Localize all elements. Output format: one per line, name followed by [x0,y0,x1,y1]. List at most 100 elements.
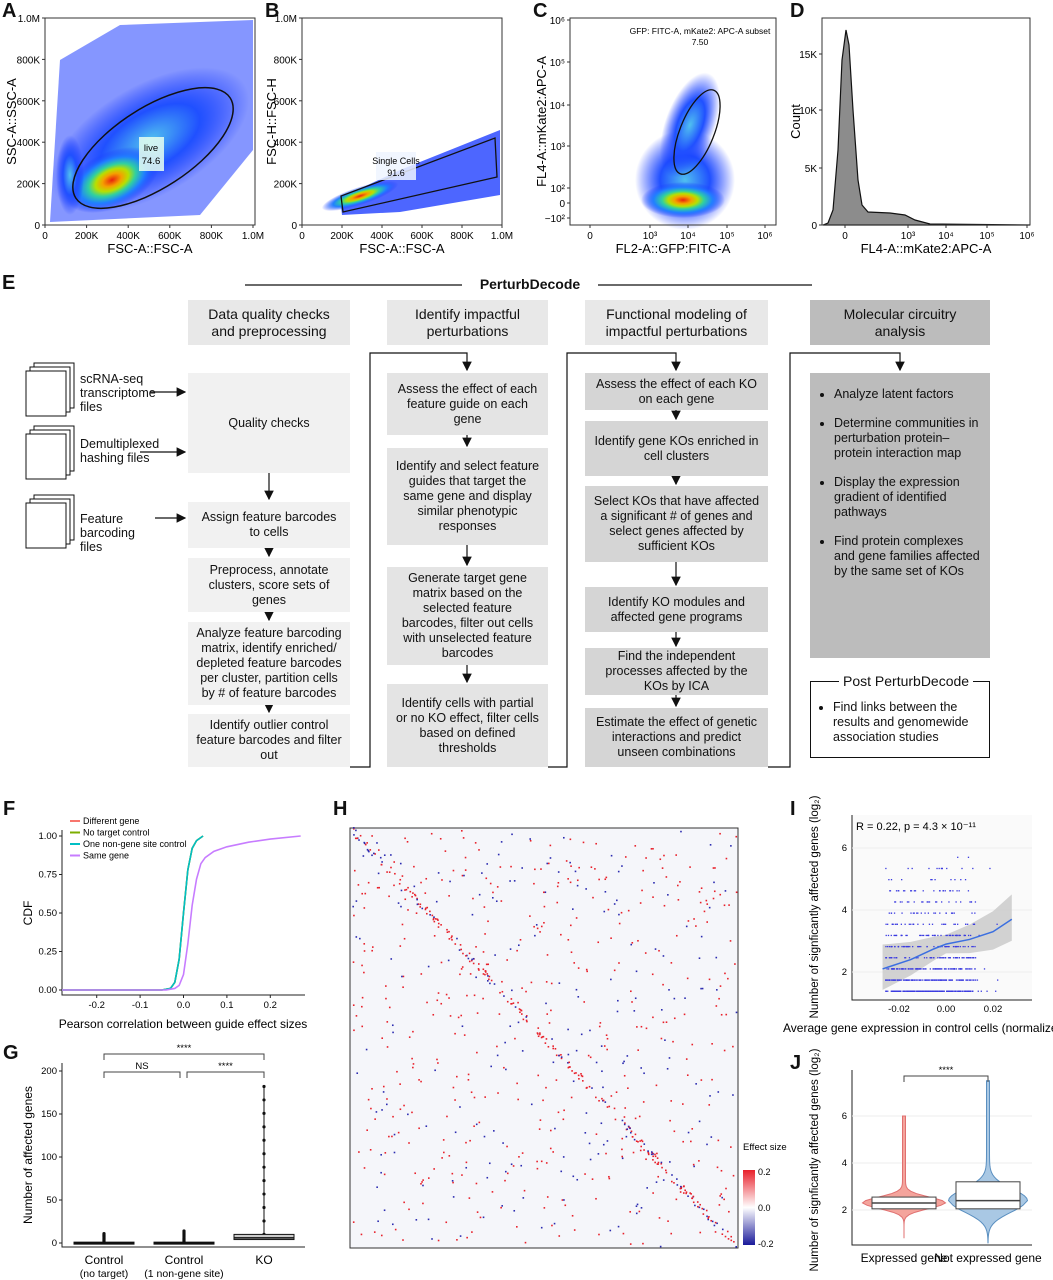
x-tick-label: 400K [370,231,394,242]
y-axis-label: Number of signficantly affected genes (l… [809,795,821,1018]
heatmap-cell [716,1222,718,1225]
heatmap-cell [463,1034,466,1036]
density-core [321,180,399,212]
heatmap-cell [549,1147,552,1150]
heatmap-cell [545,1162,548,1164]
heatmap-cell [427,965,430,968]
analysis-item: Find protein complexes and gene families… [834,534,983,579]
scatter-point [931,923,934,925]
mkate2-gate[interactable] [664,84,729,180]
heatmap-cell [710,1136,713,1138]
heatmap-cell [401,875,404,877]
heatmap-cell [662,1179,665,1181]
heatmap-cell [698,1206,701,1209]
heatmap-cell [459,944,462,946]
scatter-point [942,890,944,892]
heatmap-cell [647,1153,650,1156]
scatter-point [924,912,926,914]
heatmap-cell [536,1167,539,1170]
heatmap-cell [461,966,464,968]
heatmap-cell [479,1216,482,1219]
live-gate[interactable] [54,64,252,231]
heatmap-cell [570,1096,573,1099]
heatmap-cell [557,871,560,873]
scatter-point [895,957,897,959]
heatmap-cell [441,1157,443,1159]
heatmap-cell [543,1207,546,1209]
heatmap-cell [686,1074,689,1076]
plot-frame [821,17,1031,226]
heatmap-cell [501,1205,504,1207]
outlier-point [262,1205,266,1210]
scatter-point [894,934,896,937]
heatmap-cell [603,910,606,913]
scatter-point [892,979,894,981]
heatmap-cell [643,1072,645,1075]
heatmap-cell [485,877,488,880]
heatmap-cell [424,907,427,910]
heatmap-cell [676,884,679,887]
gate-name: GFP: FITC-A, mKate2: APC-A subset [630,26,771,36]
heatmap-cell [634,997,637,1000]
heatmap-cell [685,1191,688,1193]
scatter-point [941,979,944,981]
heatmap-cell [467,1073,470,1076]
scatter-point [926,945,928,948]
x-tick-label: 0 [842,231,848,242]
heatmap-cell [547,862,550,865]
scatter-point [955,945,957,948]
scatter-point [890,957,893,959]
heatmap-cell [367,1098,370,1101]
scatter-point [913,901,915,903]
x-tick-label: -0.1 [132,1000,148,1011]
scatter-point [908,990,910,992]
scatter-point [910,890,912,892]
heatmap-cell [560,1053,562,1056]
heatmap-cell [476,1051,478,1054]
heatmap-cell [629,1127,631,1130]
heatmap-cell [569,881,572,884]
gate-value: 91.6 [387,168,405,178]
heatmap-cell [718,1204,721,1206]
heatmap-cell [545,981,548,983]
y-tick-label: 800K [274,55,298,66]
scatter-point [900,968,902,970]
scatter-point [927,901,929,903]
scatter-point [944,957,947,959]
heatmap-cell [680,1187,683,1190]
scatter-point [927,990,930,992]
heatmap-cell [711,1220,714,1223]
heatmap-cell [733,1241,735,1243]
heatmap-cell [679,1187,682,1190]
scatter-point [971,912,973,914]
x-tick-label: 10⁵ [719,231,734,242]
scatter-point [895,968,898,970]
panel-label-e: E [2,272,16,294]
heatmap-cell [656,1152,658,1155]
scatter-point [927,912,930,914]
heatmap-cell [727,1238,730,1240]
heatmap-cell [404,889,406,891]
heatmap-cell [381,1109,383,1111]
heatmap-cell [655,1084,658,1087]
scatter-point [958,957,960,959]
heatmap-cell [712,867,715,869]
heatmap-cell [637,1049,639,1051]
heatmap-cell [432,917,435,920]
y-tick-label: 0 [811,221,817,232]
scatter-point [940,867,943,870]
y-tick-label: 200K [17,180,41,191]
heatmap-cell [399,878,402,881]
heatmap-cell [536,1032,539,1034]
heatmap-cell [554,1047,557,1050]
scatter-point [958,890,960,892]
heatmap-cell [502,1142,504,1144]
violin [861,1115,947,1239]
y-axis-label: Number of signficantly affected genes (l… [809,1048,821,1271]
heatmap-cell [518,1008,521,1010]
heatmap-cell [390,854,392,856]
panel-label-a: A [2,0,17,22]
heatmap-cell [732,1045,734,1048]
heatmap-cell [470,1091,473,1094]
single-cells-gate[interactable] [340,137,498,213]
